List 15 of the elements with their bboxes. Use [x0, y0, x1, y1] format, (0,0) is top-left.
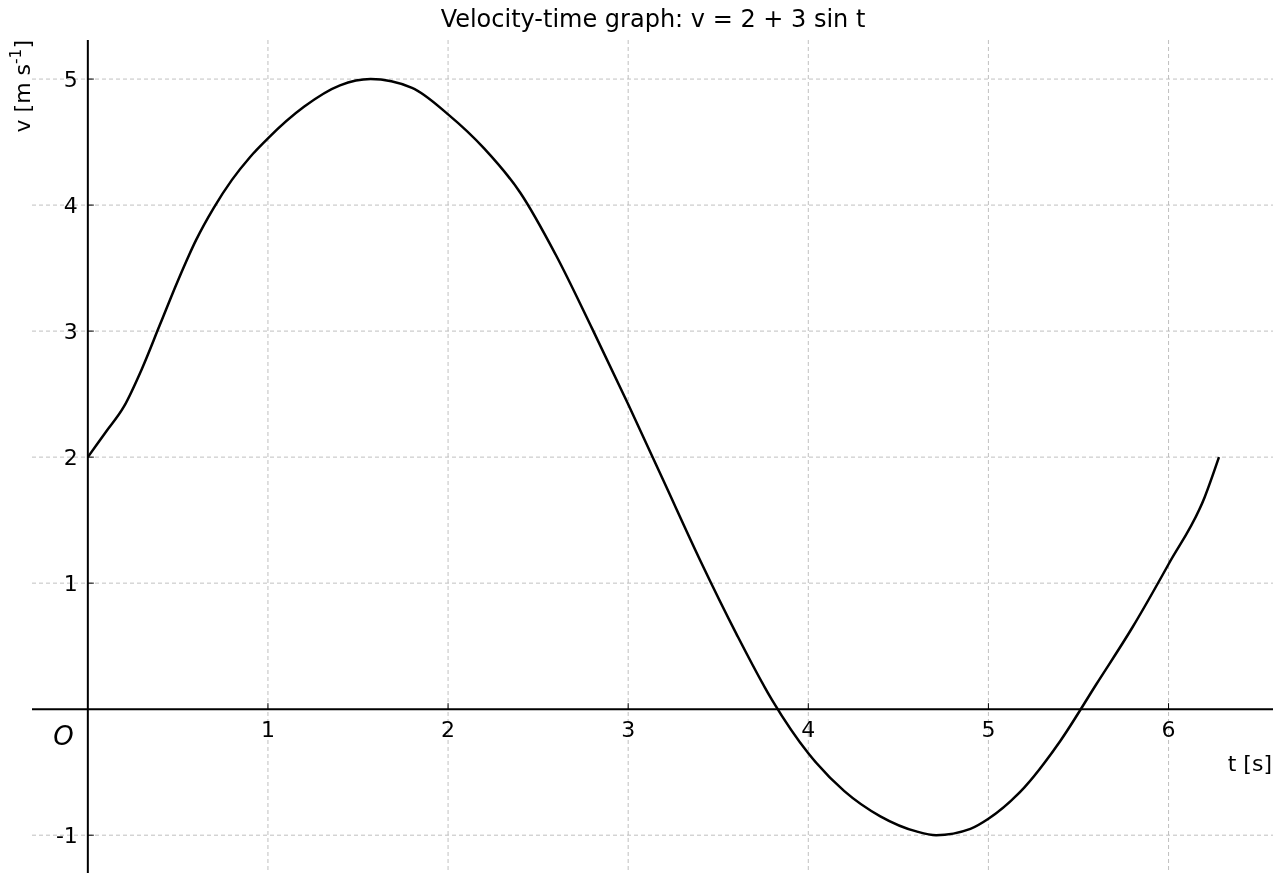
x-tick-label: 3: [621, 717, 636, 743]
x-axis-title: t [s]: [1227, 751, 1272, 777]
chart-title: Velocity-time graph: v = 2 + 3 sin t: [440, 5, 866, 33]
x-tick-label: 2: [441, 717, 456, 743]
y-tick-label: 2: [63, 445, 78, 471]
x-tick-label: 5: [981, 717, 996, 743]
y-tick-label: 3: [63, 319, 78, 345]
x-tick-label: 6: [1161, 717, 1176, 743]
y-tick-label: 5: [63, 67, 78, 93]
x-tick-label: 4: [801, 717, 816, 743]
x-tick-label: 1: [260, 717, 275, 743]
y-tick-label: 4: [63, 193, 78, 219]
annotation: O: [53, 721, 74, 752]
y-tick-label: 1: [63, 571, 78, 597]
y-tick-label: -1: [55, 823, 78, 849]
